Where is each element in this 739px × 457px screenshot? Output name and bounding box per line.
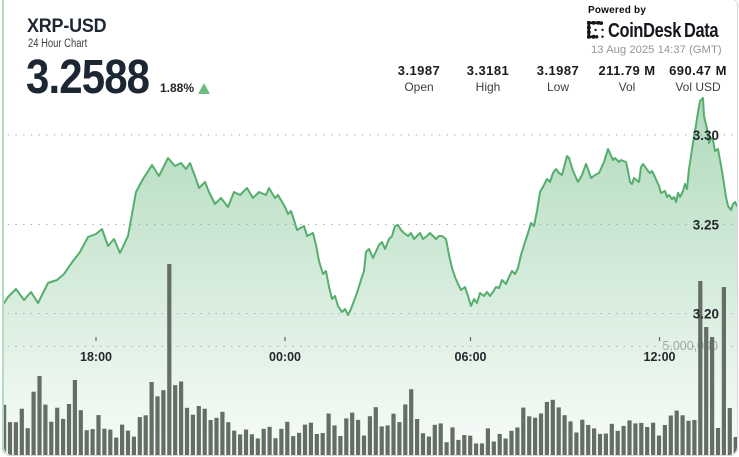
svg-text:06:00: 06:00 <box>455 350 487 364</box>
svg-text:3.25: 3.25 <box>693 218 720 233</box>
svg-text:3.30: 3.30 <box>693 128 719 143</box>
svg-text:3.20: 3.20 <box>693 307 719 322</box>
svg-text:12:00: 12:00 <box>644 350 676 364</box>
svg-text:00:00: 00:00 <box>269 350 301 364</box>
svg-text:18:00: 18:00 <box>80 350 112 364</box>
